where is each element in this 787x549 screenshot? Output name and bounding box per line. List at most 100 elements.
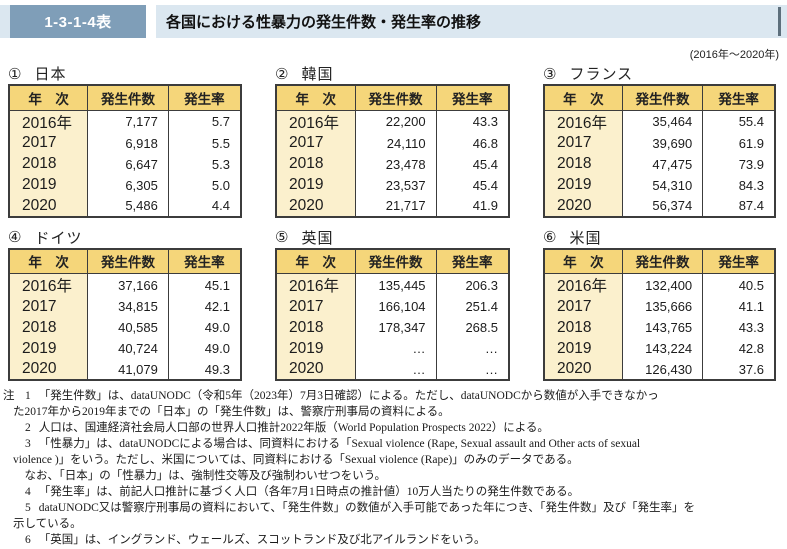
country-table-block: ⑥ 米国年 次発生件数 発生率 2016年 132,400 40.5 2017 135,666…: [543, 227, 776, 381]
notes-section: 注 1 「発生件数」は、dataUNODC（令和5年（2023年）7月3日確認）に…: [3, 388, 781, 548]
note-text: 「発生率」は、前記人口推計に基づく人口（各年7月1日時点の推計値）10万人当たり…: [38, 486, 580, 498]
rate-cell: 5.5: [167, 132, 241, 154]
year-cell: 2018: [276, 317, 356, 338]
note-item: 1 「発生件数」は、dataUNODC（令和5年（2023年）7月3日確認）による…: [13, 388, 781, 420]
rate-cell: 268.5: [435, 317, 509, 338]
rate-cell: 46.8: [435, 132, 509, 154]
column-header: 発生件数: [87, 248, 169, 274]
period-label: (2016年～2020年): [689, 49, 779, 61]
year-cell: 2020: [276, 359, 356, 380]
note-item: 3 「性暴力」は、dataUNODCによる場合は、同資料における「Sexual v…: [13, 436, 781, 484]
table-row: 2016年 132,400 40.5: [544, 273, 775, 296]
count-cell: 126,430: [621, 359, 703, 380]
note-text: 「性暴力」は、dataUNODCによる場合は、同資料における「Sexual vi…: [13, 438, 641, 482]
year-cell: 2016年: [9, 110, 88, 133]
rate-cell: 43.3: [702, 317, 775, 338]
year-cell: 2020: [544, 195, 623, 217]
country-title: ② 韓国: [275, 63, 510, 84]
count-cell: 35,464: [621, 110, 703, 133]
count-cell: 41,079: [87, 359, 169, 380]
note-item: 6 「英国」は、イングランド、ウェールズ、スコットランド及び北アイルランドをいう。: [13, 532, 781, 548]
year-cell: 2017: [9, 296, 88, 317]
country-data-table: 年 次発生件数 発生率 2016年 37,166 45.1 2017 34,815 42.1 2…: [8, 247, 242, 381]
country-name: 米国: [569, 229, 602, 247]
year-cell: 2020: [9, 359, 88, 380]
note-number: 1: [25, 390, 31, 402]
rate-cell: 5.7: [167, 110, 241, 133]
column-header: 発生率: [702, 248, 775, 274]
table-row: 2020 5,486 4.4: [9, 195, 241, 217]
year-cell: 2017: [544, 132, 623, 154]
year-cell: 2018: [9, 153, 88, 175]
count-cell: 6,305: [87, 174, 169, 196]
count-cell: 39,690: [621, 132, 703, 154]
table-row: 2017 6,918 5.5: [9, 132, 241, 154]
year-cell: 2019: [544, 174, 623, 196]
country-data-table: 年 次発生件数 発生率 2016年 7,177 5.7 2017 6,918 5.5 2018 6…: [8, 84, 242, 218]
note-item: 5 dataUNODC又は警察庁刑事局の資料において、「発生件数」の数値が入手可能…: [13, 500, 781, 532]
count-cell: 40,724: [87, 338, 169, 359]
count-cell: 135,445: [354, 273, 437, 296]
table-row: 2020 126,430 37.6: [544, 359, 775, 380]
country-tables-grid: ① 日本年 次発生件数 発生率 2016年 7,177 5.7 2017 6,918 5.5 20…: [8, 63, 776, 381]
year-cell: 2016年: [276, 110, 356, 133]
count-cell: 132,400: [621, 273, 703, 296]
table-row: 2020 21,717 41.9: [276, 195, 509, 217]
note-text: 人口は、国連経済社会局人口部の世界人口推計2022年版（World Popula…: [38, 422, 549, 434]
count-cell: 37,166: [87, 273, 169, 296]
country-number-icon: ③: [543, 65, 557, 83]
table-row: 2017 135,666 41.1: [544, 296, 775, 317]
year-cell: 2017: [544, 296, 623, 317]
rate-cell: 55.4: [702, 110, 775, 133]
table-row: 2019……: [276, 338, 509, 359]
rate-cell: 41.9: [435, 195, 509, 217]
band-main: 各国における性暴力の発生件数・発生率の推移: [156, 5, 787, 38]
rate-cell: 49.0: [167, 317, 241, 338]
table-row: 2016年 7,177 5.7: [9, 110, 241, 133]
band-right-tick: [778, 7, 781, 36]
count-cell: 54,310: [621, 174, 703, 196]
rate-cell: 40.5: [702, 273, 775, 296]
country-title: ① 日本: [8, 63, 242, 84]
country-name: 韓国: [301, 66, 334, 83]
country-table-block: ② 韓国年 次発生件数 発生率 2016年 22,200 43.3 2017 24,110 46…: [275, 63, 510, 218]
year-cell: 2019: [9, 174, 88, 196]
country-table-block: ③ フランス年 次発生件数 発生率 2016年 35,464 55.4 2017 39,690…: [543, 63, 776, 218]
column-header: 発生件数: [621, 85, 703, 111]
year-cell: 2018: [9, 317, 88, 338]
note-number: 3: [25, 438, 31, 450]
note-item: 4 「発生率」は、前記人口推計に基づく人口（各年7月1日時点の推計値）10万人当た…: [13, 484, 781, 500]
column-header: 発生件数: [354, 85, 437, 111]
country-number-icon: ①: [8, 65, 22, 83]
table-row: 2020……: [276, 359, 509, 380]
year-cell: 2019: [544, 338, 623, 359]
year-cell: 2018: [544, 317, 623, 338]
year-cell: 2019: [276, 174, 356, 196]
table-row: 2018 40,585 49.0: [9, 317, 241, 338]
table-row: 2019 54,310 84.3: [544, 174, 775, 196]
rate-cell: 251.4: [435, 296, 509, 317]
band-left-strip: [0, 5, 10, 38]
count-cell: 166,104: [354, 296, 437, 317]
year-cell: 2017: [9, 132, 88, 154]
country-number-icon: ④: [8, 229, 22, 246]
count-cell: 23,537: [354, 174, 437, 196]
rate-cell: 87.4: [702, 195, 775, 217]
column-header: 発生率: [702, 85, 775, 111]
table-row: 2017 39,690 61.9: [544, 132, 775, 154]
year-cell: 2017: [276, 296, 356, 317]
rate-cell: …: [435, 338, 509, 359]
country-title: ④ ドイツ: [8, 227, 242, 248]
table-row: 2020 41,079 49.3: [9, 359, 241, 380]
column-header: 発生率: [435, 85, 509, 111]
country-data-table: 年 次発生件数 発生率 2016年 22,200 43.3 2017 24,110 46.8 2…: [275, 84, 510, 218]
table-row: 2017 24,110 46.8: [276, 132, 509, 154]
table-row: 2019 6,305 5.0: [9, 174, 241, 196]
note-text: dataUNODC又は警察庁刑事局の資料において、「発生件数」の数値が入手可能で…: [13, 502, 695, 530]
table-row: 2018 143,765 43.3: [544, 317, 775, 338]
table-row: 2018 23,478 45.4: [276, 153, 509, 175]
table-row: 2019 143,224 42.8: [544, 338, 775, 359]
column-header: 年 次: [544, 248, 623, 274]
year-cell: 2020: [9, 195, 88, 217]
